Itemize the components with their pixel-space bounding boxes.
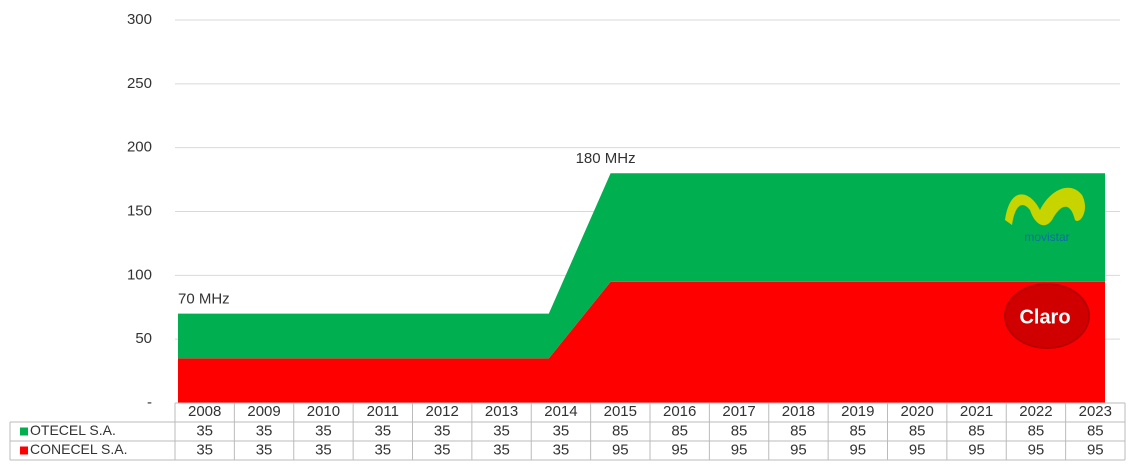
table-value: 85	[790, 422, 807, 439]
table-value: 35	[553, 422, 570, 439]
claro-logo	[1004, 283, 1090, 349]
table-value: 85	[1028, 422, 1045, 439]
table-value: 95	[909, 441, 926, 458]
table-value: 35	[256, 422, 273, 439]
table-value: 95	[612, 441, 629, 458]
table-value: 35	[374, 441, 391, 458]
legend-swatch	[20, 427, 28, 436]
x-tick-label: 2012	[426, 403, 459, 420]
table-value: 85	[671, 422, 688, 439]
table-value: 35	[434, 441, 451, 458]
area	[178, 281, 1105, 403]
x-tick-label: 2008	[188, 403, 221, 420]
legend-swatch	[20, 446, 28, 455]
x-tick-label: 2015	[604, 403, 637, 420]
table-value: 95	[968, 441, 985, 458]
x-tick-label: 2019	[841, 403, 874, 420]
x-tick-label: 2018	[782, 403, 815, 420]
x-tick-label: 2023	[1079, 403, 1112, 420]
y-tick-label: 200	[127, 139, 152, 156]
table-value: 95	[849, 441, 866, 458]
legend-label: CONECEL S.A.	[30, 441, 128, 457]
table-value: 35	[553, 441, 570, 458]
x-tick-label: 2016	[663, 403, 696, 420]
table-value: 85	[968, 422, 985, 439]
x-tick-label: 2009	[247, 403, 280, 420]
table-value: 35	[196, 422, 213, 439]
x-tick-label: 2022	[1019, 403, 1052, 420]
table-value: 95	[1087, 441, 1104, 458]
x-tick-label: 2014	[544, 403, 577, 420]
y-tick-label: 150	[127, 202, 152, 219]
table-value: 85	[731, 422, 748, 439]
y-tick-label: 300	[127, 11, 152, 28]
table-value: 35	[315, 441, 332, 458]
y-tick-label: -	[147, 394, 152, 411]
y-tick-label: 250	[127, 75, 152, 92]
x-tick-label: 2010	[307, 403, 340, 420]
movistar-logo	[1005, 187, 1085, 226]
y-tick-label: 100	[127, 266, 152, 283]
area	[178, 173, 1105, 359]
table-value: 95	[1028, 441, 1045, 458]
table-value: 85	[612, 422, 629, 439]
table-value: 35	[256, 441, 273, 458]
table-value: 95	[671, 441, 688, 458]
table-value: 95	[790, 441, 807, 458]
table-value: 85	[1087, 422, 1104, 439]
x-tick-label: 2021	[960, 403, 993, 420]
x-tick-label: 2020	[901, 403, 934, 420]
table-value: 35	[493, 422, 510, 439]
logo-label: movistar	[1024, 230, 1069, 244]
table-value: 35	[493, 441, 510, 458]
y-tick-label: 50	[135, 330, 152, 347]
table-value: 35	[196, 441, 213, 458]
annotation: 180 MHz	[576, 150, 636, 167]
x-tick-label: 2011	[367, 403, 399, 420]
legend-label: OTECEL S.A.	[30, 422, 116, 438]
table-value: 35	[434, 422, 451, 439]
table-value: 95	[731, 441, 748, 458]
x-tick-label: 2013	[485, 403, 518, 420]
table-value: 85	[909, 422, 926, 439]
table-value: 35	[374, 422, 391, 439]
table-value: 85	[849, 422, 866, 439]
logo-label: Claro	[1019, 306, 1070, 328]
x-tick-label: 2017	[722, 403, 755, 420]
annotation: 70 MHz	[178, 291, 230, 308]
table-value: 35	[315, 422, 332, 439]
